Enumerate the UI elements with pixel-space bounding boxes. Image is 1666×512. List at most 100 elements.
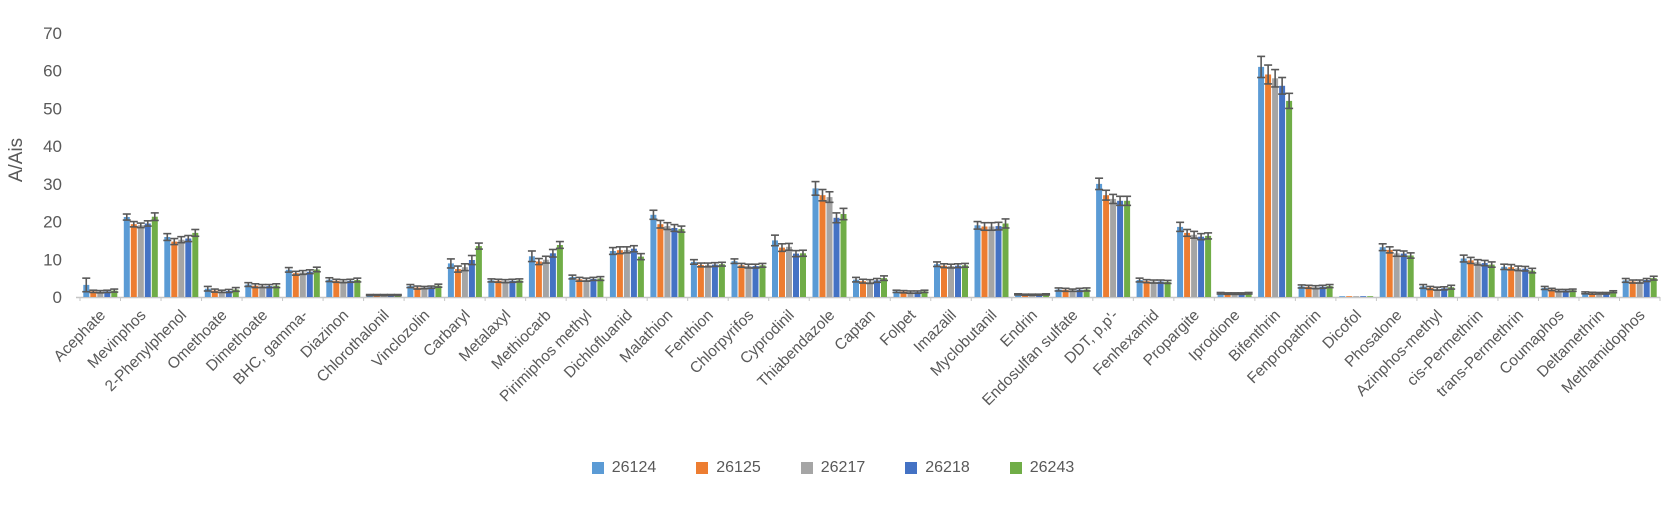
bar	[509, 280, 516, 297]
bar	[900, 291, 907, 297]
bar-chart-figure: A/Ais 0 10 20 30 40 50 60 70 Acephate Mevinphos 2…	[6, 24, 1661, 476]
bar	[1143, 281, 1150, 297]
bar	[1150, 281, 1157, 297]
y-tick-label: 10	[43, 250, 62, 269]
bar	[542, 259, 549, 297]
bar	[981, 226, 988, 297]
bar	[1191, 234, 1198, 297]
bar	[495, 280, 502, 297]
bar	[1339, 296, 1346, 297]
bar	[786, 246, 792, 297]
chart-canvas: A/Ais 0 10 20 30 40 50 60 70 AcephateMevinphos2…	[6, 24, 1661, 409]
bar	[1420, 286, 1427, 297]
bar	[1522, 268, 1529, 297]
legend-item: 26124	[591, 459, 657, 476]
bar	[1245, 293, 1252, 297]
bar	[881, 278, 887, 297]
x-axis-line	[76, 296, 1661, 301]
y-tick-label: 0	[53, 288, 62, 307]
bar	[218, 291, 225, 297]
bar	[962, 265, 968, 297]
bar	[583, 279, 590, 297]
bar	[1164, 281, 1171, 297]
legend-swatch-icon	[905, 462, 918, 474]
bar	[657, 224, 664, 297]
y-tick-label: 20	[43, 213, 62, 232]
legend-item: 26125	[696, 460, 761, 476]
bar	[995, 226, 1002, 297]
bar	[752, 266, 759, 297]
bar	[285, 269, 292, 297]
bar	[90, 291, 97, 297]
bar	[1217, 293, 1224, 297]
bar	[1062, 289, 1069, 297]
bar	[623, 249, 630, 297]
bar	[340, 281, 347, 297]
bar	[860, 281, 866, 297]
error-bars-group	[82, 55, 1658, 297]
bar	[590, 278, 597, 297]
bar	[1541, 287, 1548, 297]
bar	[192, 232, 199, 297]
bar	[447, 263, 454, 297]
bar	[421, 287, 428, 297]
bar	[245, 284, 252, 297]
bar	[569, 277, 576, 297]
bar	[1474, 262, 1481, 297]
legend-item: 26243	[1009, 460, 1074, 476]
bar	[731, 261, 738, 297]
bar	[1393, 253, 1400, 297]
bar	[1136, 280, 1143, 297]
bar	[711, 264, 718, 297]
bar	[941, 265, 947, 297]
bar	[1069, 290, 1076, 297]
bar	[1508, 267, 1515, 297]
bar	[1629, 281, 1636, 297]
bar	[678, 229, 685, 297]
bar	[690, 261, 697, 297]
bar	[273, 285, 280, 297]
x-category-label: Fenpropathrin	[1244, 307, 1324, 387]
bar	[468, 260, 475, 297]
y-tick-label: 70	[43, 24, 62, 43]
bar	[1555, 290, 1562, 297]
bar	[185, 238, 192, 297]
bar	[1157, 281, 1164, 297]
bar	[1367, 296, 1374, 297]
bar	[1205, 235, 1212, 297]
bar	[1467, 260, 1474, 297]
bar	[867, 281, 873, 297]
bar	[266, 286, 273, 297]
bar	[428, 287, 435, 297]
bar	[164, 237, 171, 297]
bar	[1272, 78, 1279, 297]
bar	[1596, 293, 1603, 297]
bar	[1231, 293, 1238, 297]
bar	[1083, 289, 1090, 297]
bar	[528, 256, 535, 297]
bar	[333, 280, 340, 297]
bar	[974, 225, 981, 297]
bar	[874, 280, 880, 297]
bar	[535, 261, 542, 297]
bar	[1441, 288, 1448, 297]
bar	[1379, 247, 1386, 297]
legend-item: 26217	[800, 460, 865, 476]
bar	[1434, 288, 1441, 297]
bar	[1353, 296, 1360, 297]
bar	[111, 290, 118, 297]
bar	[454, 269, 461, 297]
bar	[1515, 268, 1522, 297]
bar	[1224, 293, 1231, 297]
y-tick-label: 60	[43, 62, 62, 81]
legend-swatch-icon	[1009, 462, 1022, 474]
bar	[840, 214, 847, 297]
bar	[988, 226, 995, 297]
bar	[313, 269, 320, 297]
legend-label: 26124	[611, 459, 657, 476]
bar	[1562, 290, 1569, 297]
bar	[1386, 249, 1393, 297]
bar	[326, 279, 333, 297]
series-26217	[97, 78, 1643, 297]
